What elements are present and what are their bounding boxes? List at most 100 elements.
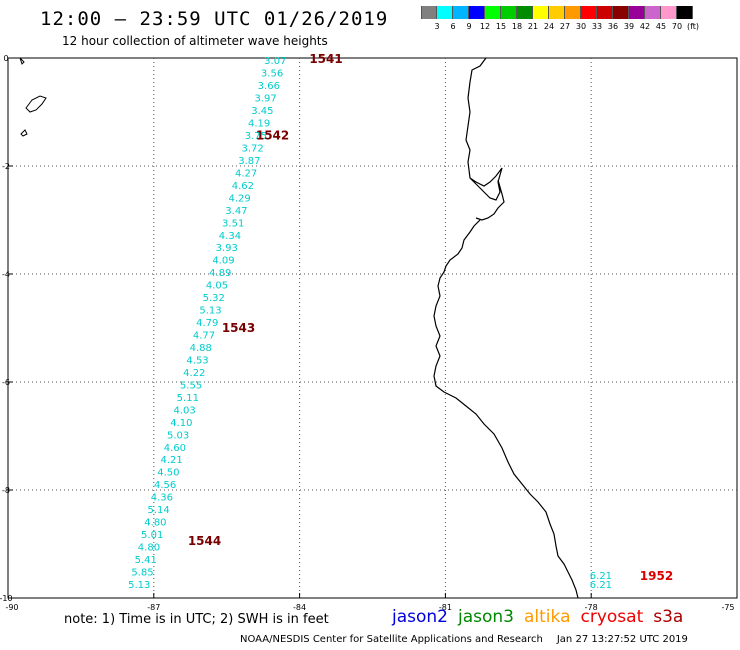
y-tick-label: -8	[2, 486, 10, 495]
wave-height-label: 5.85	[131, 567, 153, 578]
wave-height-label: 4.03	[173, 405, 195, 416]
wave-height-label: 5.11	[177, 393, 199, 404]
wave-height-label: 4.53	[186, 355, 208, 366]
wave-height-label: 5.03	[167, 430, 189, 441]
legend-label: 21	[527, 22, 539, 31]
wave-height-label: 4.77	[193, 331, 215, 342]
x-tick-label: -84	[293, 603, 306, 612]
wave-height-label: 6.21	[590, 580, 612, 591]
legend-swatch	[597, 6, 613, 19]
x-tick-label: -81	[439, 603, 452, 612]
x-tick-label: -75	[721, 603, 734, 612]
legend-label: 33	[591, 22, 603, 31]
y-tick-label: -4	[2, 270, 10, 279]
legend-swatch	[661, 6, 677, 19]
legend-swatch	[421, 6, 437, 19]
page-title: 12:00 – 23:59 UTC 01/26/2019	[40, 8, 389, 30]
wave-height-label: 6.21	[590, 571, 612, 582]
legend-label: 27	[559, 22, 571, 31]
island	[25, 95, 47, 113]
legend-swatch	[469, 6, 485, 19]
legend-swatches	[421, 6, 740, 19]
x-tick-label: -78	[585, 603, 598, 612]
y-tick-label: 0	[3, 54, 8, 63]
island	[20, 129, 28, 137]
legend-swatch	[453, 6, 469, 19]
wave-height-label: 4.80	[138, 543, 160, 554]
wave-height-label: 4.22	[183, 368, 205, 379]
legend-swatch	[613, 6, 629, 19]
wave-height-label: 3.47	[225, 206, 247, 217]
wave-height-label: 3.51	[222, 218, 244, 229]
legend-label: (ft)	[686, 22, 700, 31]
wave-height-label: 4.62	[232, 181, 254, 192]
legend-swatch	[517, 6, 533, 19]
wave-height-label: 5.41	[135, 555, 157, 566]
wave-height-label: 4.21	[160, 455, 182, 466]
y-tick-label: -10	[0, 594, 13, 603]
wave-height-label: 3.56	[261, 69, 283, 80]
wave-height-label: 4.05	[206, 281, 228, 292]
wave-height-label: 4.56	[154, 480, 176, 491]
wave-height-label: 4.27	[235, 168, 257, 179]
legend-label: 15	[495, 22, 507, 31]
satellite-legend: jason2 jason3 altika cryosat s3a	[392, 607, 683, 627]
legend-label: 6	[450, 22, 456, 31]
wave-height-label: 3.87	[238, 156, 260, 167]
footer-timestamp: Jan 27 13:27:52 UTC 2019	[556, 634, 688, 645]
legend-label: 70	[671, 22, 683, 31]
wave-height-label: 4.79	[196, 318, 218, 329]
y-tick-label: -6	[2, 378, 10, 387]
legend-label: 39	[623, 22, 635, 31]
wave-height-label: 3.97	[254, 94, 276, 105]
wave-height-label: 4.19	[248, 119, 270, 130]
legend-label: 24	[543, 22, 555, 31]
wave-height-label: 4.29	[229, 193, 251, 204]
legend-swatch	[645, 6, 661, 19]
legend-label: 9	[466, 22, 472, 31]
wave-height-label: 5.32	[203, 293, 225, 304]
wave-height-label: 4.36	[151, 493, 173, 504]
satellite-s3a: s3a	[653, 607, 684, 627]
wave-height-label: 3.45	[251, 106, 273, 117]
footer-credit: NOAA/NESDIS Center for Satellite Applica…	[240, 634, 543, 645]
color-legend: 3 6 9 12 15 18 21 24 27 30 33 36 39 42 45 70 (ft)	[421, 6, 740, 31]
satellite-cryosat: cryosat	[580, 607, 644, 627]
wave-height-label: 3.93	[216, 243, 238, 254]
y-tick-label: -2	[2, 162, 10, 171]
legend-label: 18	[511, 22, 523, 31]
coastline	[433, 57, 579, 599]
wave-height-label: 3.75	[245, 131, 267, 142]
wave-height-label: 4.88	[190, 343, 212, 354]
wave-height-label: 5.14	[148, 505, 170, 516]
pass-time-label: 1543	[222, 321, 255, 335]
wave-height-label: 4.09	[212, 256, 234, 267]
legend-label: 45	[655, 22, 667, 31]
wave-height-label: 5.13	[199, 306, 221, 317]
legend-swatch	[677, 6, 693, 19]
wave-height-label: 4.50	[157, 468, 179, 479]
wave-height-label: 4.80	[144, 518, 166, 529]
satellite-jason2: jason2	[392, 607, 448, 627]
wave-height-label: 3.07	[264, 56, 286, 67]
wave-height-label: 5.55	[180, 380, 202, 391]
wave-height-label: 3.72	[241, 143, 263, 154]
x-tick-label: -90	[5, 603, 18, 612]
legend-labels: 3 6 9 12 15 18 21 24 27 30 33 36 39 42 45 70 (ft)	[421, 19, 740, 31]
satellite-altika: altika	[524, 607, 571, 627]
pass-time-label: 1952	[640, 569, 673, 583]
legend-swatch	[437, 6, 453, 19]
legend-swatch	[629, 6, 645, 19]
wave-height-label: 3.66	[258, 81, 280, 92]
wave-height-label: 5.01	[141, 530, 163, 541]
wave-height-label: 4.89	[209, 268, 231, 279]
legend-swatch	[485, 6, 501, 19]
wave-height-label: 5.13	[128, 580, 150, 591]
satellite-jason3: jason3	[458, 607, 514, 627]
legend-label: 12	[479, 22, 491, 31]
legend-label: 36	[607, 22, 619, 31]
footer: NOAA/NESDIS Center for Satellite Applica…	[240, 634, 688, 645]
x-tick-label: -87	[147, 603, 160, 612]
